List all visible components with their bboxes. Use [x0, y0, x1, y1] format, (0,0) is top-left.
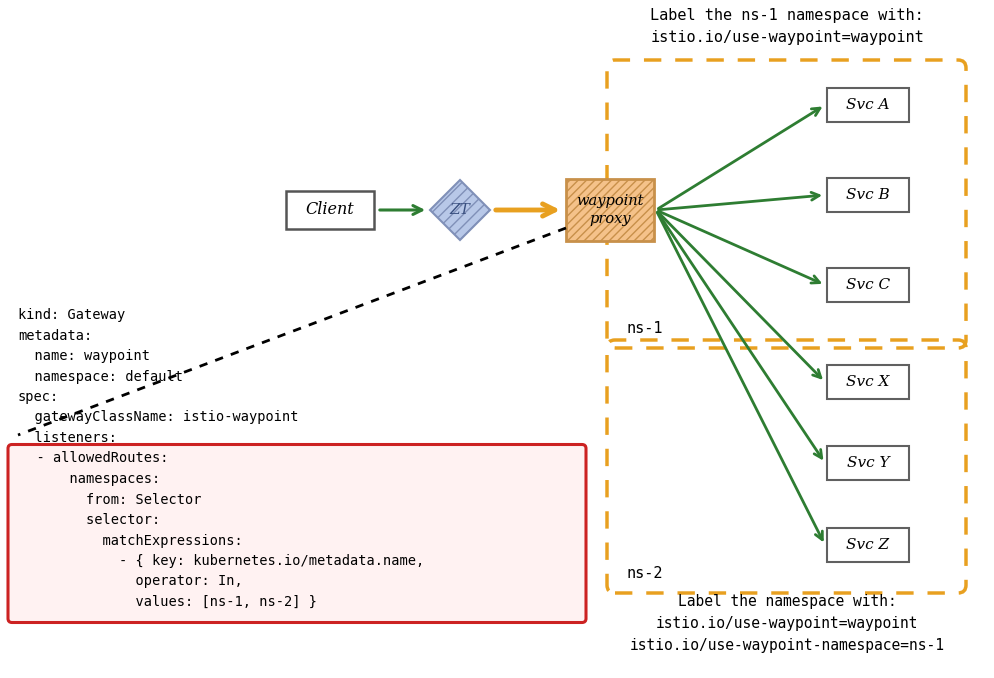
Text: Svc B: Svc B	[846, 188, 890, 202]
Text: operator: In,: operator: In,	[20, 574, 243, 589]
Text: ns-2: ns-2	[627, 566, 664, 581]
Text: name: waypoint: name: waypoint	[18, 349, 150, 363]
Text: Label the ns-1 namespace with:
istio.io/use-waypoint=waypoint: Label the ns-1 namespace with: istio.io/…	[650, 8, 923, 45]
Text: selector:: selector:	[20, 513, 160, 527]
Text: ZT: ZT	[449, 203, 470, 217]
Text: from: Selector: from: Selector	[20, 492, 202, 506]
Text: listeners:: listeners:	[18, 431, 117, 445]
FancyBboxPatch shape	[286, 191, 374, 229]
Text: Svc Y: Svc Y	[847, 456, 890, 470]
Text: Svc C: Svc C	[846, 278, 890, 292]
Text: Svc X: Svc X	[846, 375, 890, 389]
Text: metadata:: metadata:	[18, 329, 92, 342]
FancyBboxPatch shape	[827, 268, 909, 302]
FancyBboxPatch shape	[827, 365, 909, 399]
Text: Client: Client	[306, 201, 354, 218]
Text: ns-1: ns-1	[627, 321, 664, 336]
FancyBboxPatch shape	[827, 528, 909, 562]
Text: spec:: spec:	[18, 390, 60, 404]
FancyBboxPatch shape	[827, 88, 909, 122]
Text: - { key: kubernetes.io/metadata.name,: - { key: kubernetes.io/metadata.name,	[20, 554, 424, 568]
Text: namespaces:: namespaces:	[20, 472, 160, 486]
Text: namespace: default: namespace: default	[18, 370, 183, 384]
Text: values: [ns-1, ns-2] }: values: [ns-1, ns-2] }	[20, 595, 317, 609]
Text: Svc Z: Svc Z	[847, 538, 890, 552]
FancyBboxPatch shape	[827, 178, 909, 212]
Text: gatewayClassName: istio-waypoint: gatewayClassName: istio-waypoint	[18, 410, 298, 424]
Polygon shape	[430, 180, 490, 240]
Text: waypoint
proxy: waypoint proxy	[577, 194, 644, 226]
Text: matchExpressions:: matchExpressions:	[20, 534, 243, 548]
FancyBboxPatch shape	[8, 445, 586, 622]
Text: Label the namespace with:
istio.io/use-waypoint=waypoint
istio.io/use-waypoint-n: Label the namespace with: istio.io/use-w…	[629, 594, 944, 654]
Text: - allowedRoutes:: - allowedRoutes:	[20, 452, 169, 466]
Text: Svc A: Svc A	[846, 98, 890, 112]
FancyBboxPatch shape	[566, 179, 654, 241]
FancyBboxPatch shape	[827, 446, 909, 480]
Text: kind: Gateway: kind: Gateway	[18, 308, 125, 322]
